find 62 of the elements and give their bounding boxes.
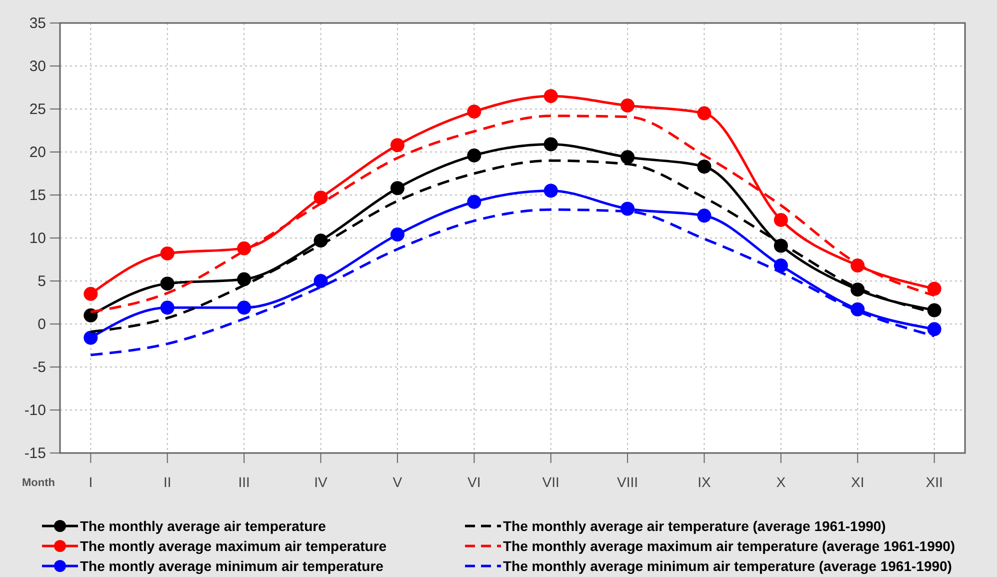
point [620,150,635,164]
point [544,184,558,198]
point [927,322,942,336]
y-tick-label: 20 [29,144,46,161]
point [697,106,712,120]
y-tick-label: 25 [29,101,46,118]
point [237,272,252,286]
y-tick-label: 10 [29,230,46,247]
point [544,137,558,152]
y-tick-label: 5 [38,273,46,290]
legend-label: The monthly average minimum air temperature (average 1961-1990) [503,558,952,574]
x-tick-label: III [238,474,250,490]
y-tick-label: 0 [38,316,46,333]
point [160,246,174,260]
y-tick-label: 35 [29,15,46,32]
point [84,286,98,301]
y-tick-label: -10 [24,402,46,419]
x-tick-label: XI [851,474,864,490]
point [467,194,482,209]
x-tick-label: XII [926,474,943,490]
point [774,258,788,273]
point [390,228,404,242]
point [774,212,788,227]
y-tick-label: -5 [32,359,46,376]
point [84,330,98,345]
point [697,208,712,223]
point [927,303,942,318]
legend-label: The montly average maximum air temperature [80,538,387,554]
point [544,89,558,104]
x-tick-label: IV [314,474,328,490]
point [237,300,252,315]
point [467,148,482,162]
point [850,302,865,316]
point [850,282,865,297]
x-tick-label: VI [468,474,481,490]
point [160,300,174,315]
legend-label: The monthly average maximum air temperature (average 1961-1990) [503,538,956,554]
legend-label: The montly average minimum air temperature [80,558,384,574]
point [314,190,328,205]
x-tick-label: IX [698,474,712,490]
y-tick-label: -15 [24,445,46,462]
point [160,276,174,291]
point [314,274,328,288]
point [927,282,942,296]
point [620,98,635,113]
point [237,241,252,256]
x-tick-label: VIII [617,474,638,490]
x-tick-label: V [392,474,403,490]
y-tick-label: 15 [29,187,46,204]
x-tick-label: VII [542,474,560,490]
legend-label: The monthly average air temperature [80,518,326,534]
point [467,104,482,119]
point [697,160,712,174]
point [84,308,98,322]
x-tick-label: X [776,474,786,490]
x-tick-label: II [163,474,172,490]
point [390,138,404,152]
legend-label: The monthly average air temperature (average 1961-1990) [503,518,886,534]
point [390,181,404,196]
x-axis-title: Month [22,477,56,489]
x-tick-label: I [88,474,93,490]
y-tick-label: 30 [29,58,46,75]
